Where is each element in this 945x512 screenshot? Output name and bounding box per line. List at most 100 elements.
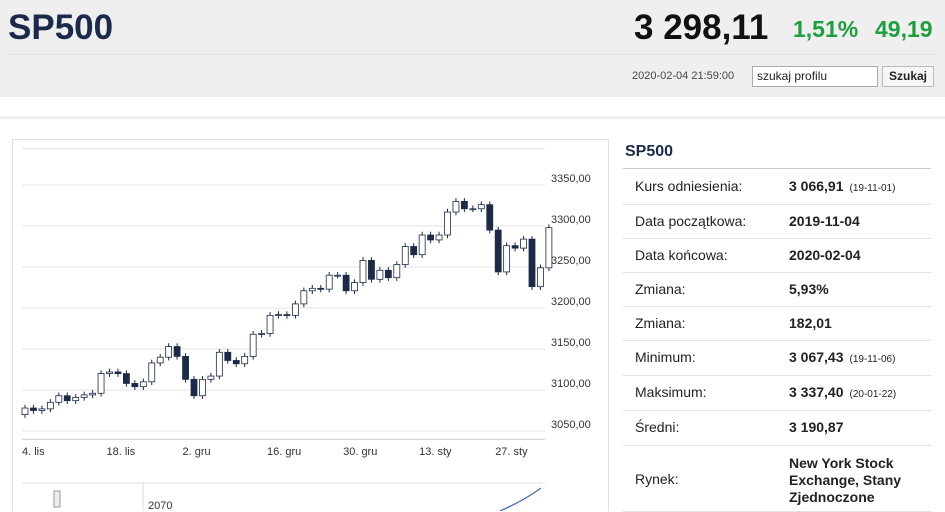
candle-body (275, 314, 282, 316)
header: SP500 3 298,11 1,51% 49,19 2020-02-04 21… (0, 0, 945, 97)
candle-body (351, 282, 358, 292)
candle-body (368, 260, 375, 280)
panel-row: Zmiana: 5,93% (623, 272, 931, 307)
candle-body (38, 408, 46, 411)
y-tick-label: 3350,00 (551, 173, 591, 185)
candle-body (359, 260, 367, 283)
search-button[interactable]: Szukaj (882, 66, 934, 87)
row-value: 182,01 (789, 315, 832, 331)
candle-body (494, 229, 502, 273)
candle-body (114, 371, 122, 374)
candle-body (55, 395, 63, 403)
title: SP500 (8, 8, 114, 47)
row-value: 3 066,91 (789, 178, 844, 194)
x-tick-label: 2. gru (183, 446, 211, 458)
row-value: 3 337,40 (789, 384, 844, 400)
candle-body (384, 269, 392, 279)
candle-body (148, 362, 156, 383)
candle-body (46, 401, 54, 410)
panel-row: Kurs odniesienia: 3 066,91 (19-11-01) (623, 169, 931, 205)
candle-body (300, 290, 308, 305)
candle-body (452, 200, 460, 213)
candle-body (393, 264, 401, 279)
candle-body (283, 314, 291, 316)
x-tick-label: 27. sty (495, 446, 528, 458)
candle-body (444, 211, 451, 236)
separator (0, 116, 945, 119)
panel-row: Minimum: 3 067,43 (19-11-06) (623, 340, 931, 376)
candle-body (545, 227, 553, 269)
candle-body (190, 378, 198, 397)
candle-body (165, 346, 173, 358)
panel-row: Zmiana: 182,01 (623, 306, 931, 341)
row-note: (20-01-22) (849, 389, 897, 400)
x-tick-label: 4. lis (22, 446, 45, 458)
y-tick-label: 3100,00 (551, 378, 591, 390)
candle-body (291, 303, 299, 316)
candle-body (258, 333, 266, 335)
candle-body (241, 355, 249, 365)
candle-body (537, 267, 544, 288)
candle-body (325, 274, 333, 290)
search-input[interactable]: szukaj profilu (752, 66, 878, 87)
candle-body (89, 392, 96, 396)
candle-body (342, 274, 350, 292)
navigator-handle[interactable] (53, 490, 61, 508)
candle-body (156, 356, 164, 364)
candle-body (410, 246, 418, 256)
change-pct: 1,51% (793, 16, 859, 42)
candle-body (511, 245, 519, 249)
divider (8, 54, 936, 55)
row-label: Kurs odniesienia: (635, 178, 743, 194)
candle-body (427, 234, 435, 241)
panel-row: Średni: 3 190,87 (623, 410, 931, 446)
candle-body (528, 238, 536, 288)
navigator-label: 2070 (148, 500, 172, 511)
candle-body (401, 246, 409, 265)
change: 49,19 (875, 16, 933, 42)
y-tick-label: 3250,00 (551, 255, 591, 267)
candle-body (266, 314, 274, 334)
panel-row: Data początkowa: 2019-11-04 (623, 204, 931, 239)
candle-body (308, 287, 316, 292)
candle-body (334, 274, 342, 277)
row-note: (19-11-06) (849, 354, 896, 365)
price: 3 298,11 (634, 8, 769, 47)
row-note: (19-11-01) (849, 183, 896, 194)
panel-title: SP500 (625, 143, 674, 160)
candle-body (460, 200, 468, 210)
candle-body (63, 395, 71, 402)
row-label: Data początkowa: (635, 213, 747, 229)
candle-body (317, 287, 325, 290)
candle-body (97, 373, 105, 394)
candle-body (486, 204, 494, 231)
row-value: 3 067,43 (789, 349, 844, 365)
row-label: Minimum: (635, 349, 696, 365)
row-value: New York Stock Exchange, Stany Zjednoczo… (789, 455, 902, 505)
row-value: 2020-02-04 (789, 247, 861, 263)
candle-body (418, 234, 426, 256)
row-label: Data końcowa: (635, 247, 728, 263)
row-label: Średni: (635, 419, 680, 435)
panel-row: Data końcowa: 2020-02-04 (623, 238, 931, 273)
timestamp: 2020-02-04 21:59:00 (632, 70, 735, 82)
candle-body (139, 381, 147, 388)
y-tick-label: 3300,00 (551, 214, 591, 226)
candle-body (72, 396, 80, 402)
candle-body (215, 351, 223, 377)
candle-body (131, 383, 139, 388)
candle-body (30, 407, 37, 411)
candle-body (106, 371, 113, 374)
candle-body (469, 208, 477, 211)
y-tick-label: 3200,00 (551, 296, 591, 308)
candle-body (80, 394, 88, 398)
row-label: Zmiana: (635, 281, 686, 297)
panel-rule (623, 168, 931, 169)
candle-body (249, 333, 257, 357)
x-tick-label: 30. gru (343, 446, 377, 458)
candle-body (199, 378, 206, 397)
candle-body (173, 346, 181, 357)
panel-row: Maksimum: 3 337,40 (20-01-22) (623, 375, 931, 411)
